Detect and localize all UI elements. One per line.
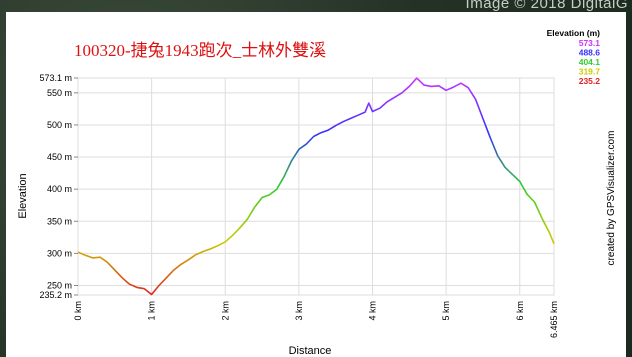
x-tick-label: 1 km <box>147 301 157 321</box>
elevation-series-line <box>77 77 555 296</box>
legend-entry: 404.1 <box>579 57 601 67</box>
legend-entry: 319.7 <box>579 67 601 77</box>
legend-entry: 488.6 <box>579 48 601 58</box>
y-axis-ticks: 573.1 m 550 m 500 m 450 m 400 m 350 m 300 m 250… <box>39 73 78 300</box>
y-tick-label: 573.1 m <box>39 73 72 83</box>
legend-title: Elevation (m) <box>547 28 601 38</box>
y-tick-label: 250 m <box>47 280 72 290</box>
credit-label: created by GPSVisualizer.com <box>606 131 617 266</box>
x-axis-ticks: 0 km 1 km 2 km 3 km 4 km 5 km 6 km 6.465 km <box>73 301 559 338</box>
x-tick-label: 5 km <box>441 301 451 321</box>
elevation-chart: 100320-捷兔1943跑次_士林外雙溪 Elevation Distance… <box>17 28 617 357</box>
legend-entry: 573.1 <box>579 38 601 48</box>
plot-area <box>77 77 555 296</box>
y-tick-label: 300 m <box>47 248 72 258</box>
y-tick-label: 400 m <box>47 184 72 194</box>
y-tick-label: 350 m <box>47 216 72 226</box>
y-tick-label: 235.2 m <box>39 290 72 300</box>
y-tick-label: 550 m <box>47 88 72 98</box>
x-tick-label: 0 km <box>73 301 83 321</box>
elevation-profile-panel: 100320-捷兔1943跑次_士林外雙溪 Elevation Distance… <box>6 12 626 357</box>
plot-frame <box>77 77 555 296</box>
x-axis-label: Distance <box>289 345 332 357</box>
y-tick-label: 450 m <box>47 152 72 162</box>
imagery-watermark: Image © 2018 DigitalG <box>465 0 628 12</box>
chart-title: 100320-捷兔1943跑次_士林外雙溪 <box>74 41 326 60</box>
x-tick-label: 6.465 km <box>549 301 559 338</box>
y-axis-label: Elevation <box>17 173 29 218</box>
legend-entry: 235.2 <box>579 76 601 86</box>
x-tick-label: 3 km <box>294 301 304 321</box>
x-tick-label: 4 km <box>368 301 378 321</box>
x-tick-label: 2 km <box>220 301 230 321</box>
y-tick-label: 500 m <box>47 120 72 130</box>
grid <box>77 77 555 296</box>
x-tick-label: 6 km <box>515 301 525 321</box>
